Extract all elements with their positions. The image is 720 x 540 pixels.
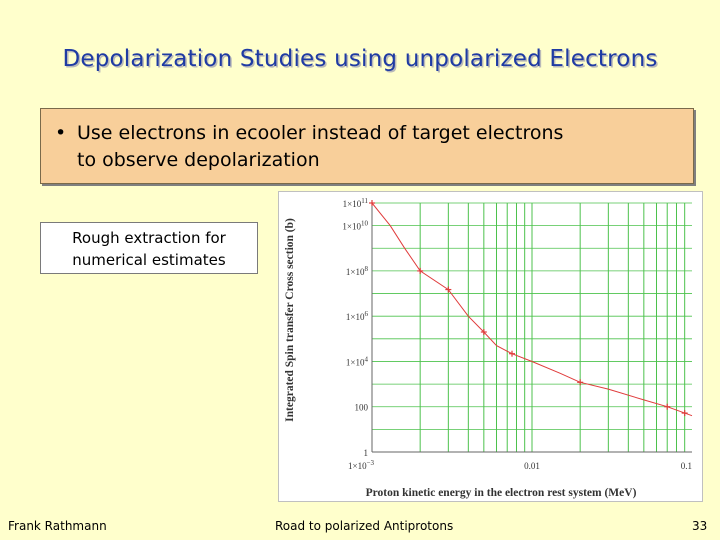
note-line-2: numerical estimates <box>72 251 226 269</box>
slide-title: Depolarization Studies using unpolarized… <box>62 46 658 72</box>
y-tick-label: 1×1010 <box>342 220 368 232</box>
bullet-marker: • <box>55 122 67 144</box>
y-tick-label: 100 <box>355 403 369 413</box>
cross-section-chart: 1×1011 1×1010 1×108 1×106 1×104 100 1 1×10−3 0.0… <box>278 191 703 502</box>
data-point <box>681 410 688 417</box>
data-point <box>509 350 516 357</box>
footer-title: Road to polarized Antiprotons <box>275 519 454 533</box>
note-line-1: Rough extraction for <box>72 229 226 247</box>
x-axis-label: Proton kinetic energy in the electron re… <box>366 487 637 499</box>
bullet-item: • Use electrons in ecooler instead of ta… <box>55 120 679 174</box>
y-tick-label: 1 <box>364 448 369 458</box>
chart-axes <box>371 203 692 453</box>
series-line-0 <box>371 202 693 417</box>
y-tick-label: 1×108 <box>346 265 369 277</box>
bullet-line-2: to observe depolarization <box>77 149 320 171</box>
bullet-box: • Use electrons in ecooler instead of ta… <box>40 108 694 184</box>
x-tick-label: 0.01 <box>524 461 540 471</box>
x-tick-label: 1×10−3 <box>348 459 375 471</box>
data-point <box>577 379 584 386</box>
x-tick-label: 0.1 <box>681 461 692 471</box>
data-point <box>369 200 375 206</box>
y-tick-label: 1×104 <box>346 355 369 367</box>
data-point <box>664 403 671 410</box>
chart-grid <box>371 202 692 453</box>
footer-author: Frank Rathmann <box>8 519 107 533</box>
bullet-line-1: Use electrons in ecooler instead of targ… <box>77 122 564 144</box>
y-tick-label: 1×106 <box>346 310 369 322</box>
chart-series <box>369 200 693 417</box>
bullet-text: Use electrons in ecooler instead of targ… <box>77 120 679 174</box>
chart-svg: 1×1011 1×1010 1×108 1×106 1×104 100 11×10−3 0.0… <box>284 197 693 499</box>
note-box: Rough extraction for numerical estimates <box>40 222 258 274</box>
chart-ticks: 1×1011 1×1010 1×108 1×106 1×104 100 11×10−3 0.0… <box>342 197 692 471</box>
data-point <box>445 286 452 293</box>
y-axis-label: Integrated Spin transfer Cross section (… <box>284 218 296 422</box>
data-point <box>417 267 424 274</box>
page-number: 33 <box>692 519 708 533</box>
data-point <box>480 329 487 336</box>
y-tick-label: 1×1011 <box>343 197 369 209</box>
